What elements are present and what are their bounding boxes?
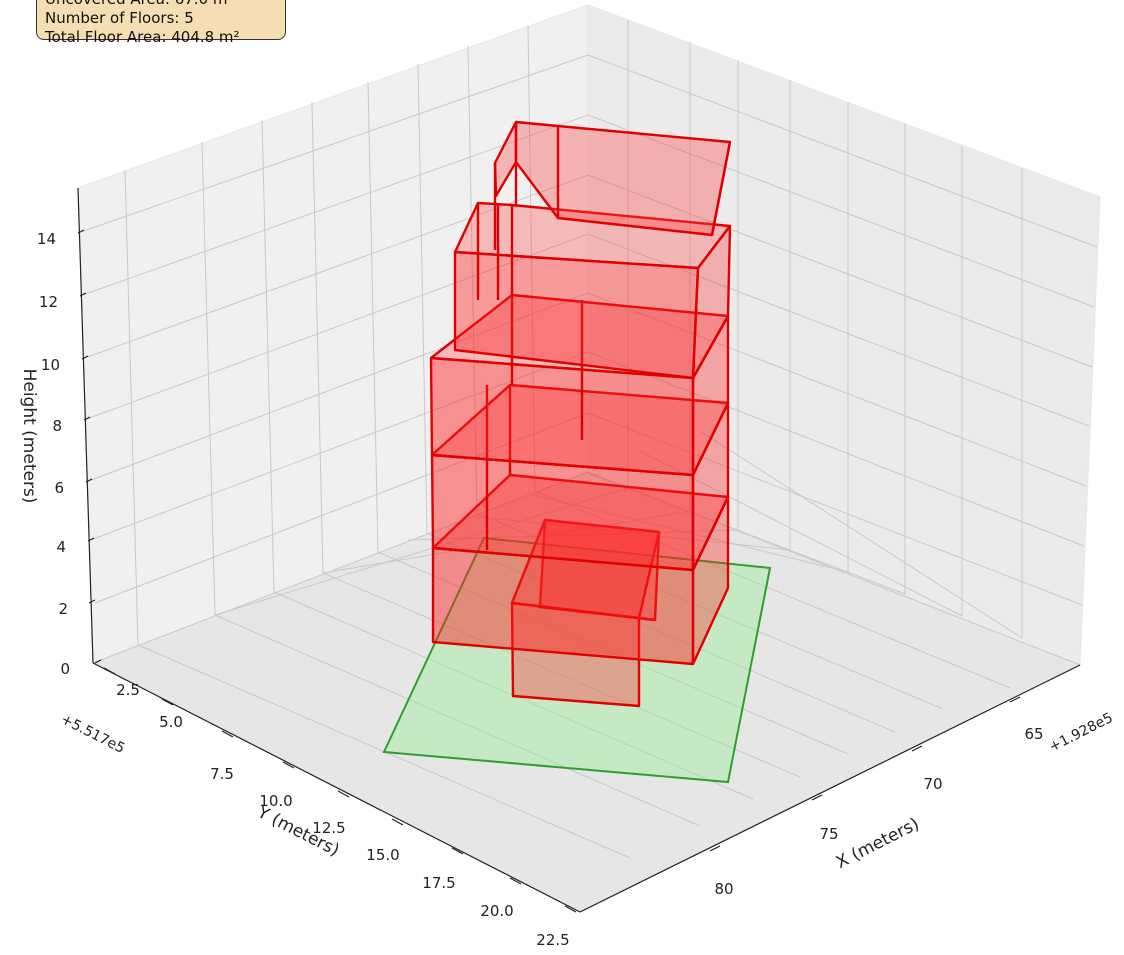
x-axis-label: X (meters) (833, 814, 923, 873)
y-tick-label: 12.5 (312, 819, 345, 837)
y-tick-label: 17.5 (422, 874, 455, 892)
y-tick-label: 22.5 (536, 931, 569, 949)
z-axis: 0 2 4 6 8 10 12 14 Height (meters) (19, 229, 102, 678)
z-tick-label: 6 (54, 479, 64, 497)
x-tick-label: 65 (1024, 725, 1043, 743)
x-tick-label: 75 (819, 825, 838, 843)
x-tick-label: 70 (923, 775, 942, 793)
z-axis-line (77, 187, 94, 664)
y-tick-label: 7.5 (210, 765, 234, 783)
y-tick-label: 2.5 (116, 681, 140, 699)
z-tick-label: 12 (39, 293, 58, 311)
y-tick-label: 5.0 (159, 713, 183, 731)
y-axis-line (92, 662, 581, 913)
x-axis-line (579, 664, 1081, 913)
building-floor-4 (453, 201, 732, 380)
y-tick-label: 10.0 (259, 792, 292, 810)
uncovered-area-text: Uncovered Area: 67.0 m² (45, 0, 277, 9)
axis-panes (77, 4, 1101, 913)
z-tick-label: 8 (52, 417, 62, 435)
z-axis-label: Height (meters) (19, 369, 39, 504)
x-tick-label: 80 (714, 880, 733, 898)
axis-lines (77, 187, 1081, 913)
y-tick-label: 15.0 (366, 846, 399, 864)
x-axis-offset: +1.928e5 (1047, 710, 1116, 756)
building-floor-5 (493, 120, 732, 250)
info-box: Uncovered Area: 67.0 m² Number of Floors… (36, 0, 286, 46)
z-tick-label: 0 (60, 660, 70, 678)
total-floor-area-text: Total Floor Area: 404.8 m² (45, 28, 240, 46)
parcel-polygon (382, 536, 772, 784)
z-tick-label: 14 (37, 230, 56, 248)
y-axis-offset: +5.517e5 (58, 711, 127, 757)
floors-text: Number of Floors: 5 (45, 9, 194, 27)
building-floor-1 (431, 473, 730, 666)
y-tick-label: 20.0 (480, 902, 513, 920)
building-blocks (429, 120, 732, 708)
z-tick-label: 4 (56, 538, 66, 556)
z-tick-label: 10 (41, 356, 60, 374)
building-floor-2 (430, 383, 730, 572)
z-tick-label: 2 (58, 600, 68, 618)
grid-lines (77, 20, 1098, 859)
